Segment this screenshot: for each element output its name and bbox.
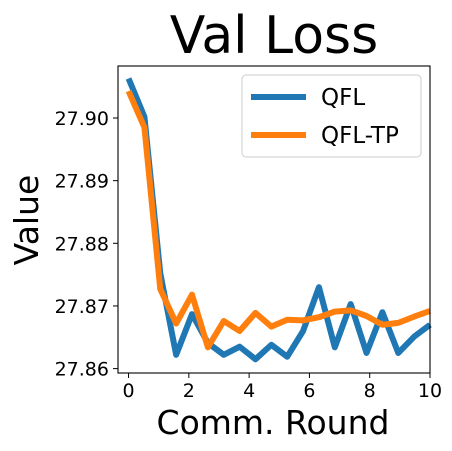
x-axis-ticks: 0 2 4 6 8 10 (123, 373, 442, 402)
x-axis-label: Comm. Round (157, 403, 390, 442)
series-line-qfl-tp (125, 89, 432, 351)
x-tick-label: 4 (243, 380, 255, 402)
x-tick-label: 0 (123, 380, 135, 402)
x-tick-label: 2 (183, 380, 195, 402)
legend-label-qfl-tp: QFL-TP (321, 123, 399, 149)
legend: QFL QFL-TP (241, 74, 422, 158)
y-tick-label: 27.87 (55, 296, 109, 318)
plot-lines (125, 77, 432, 363)
y-axis-label: Value (7, 175, 46, 266)
y-tick-label: 27.90 (55, 108, 109, 130)
series-line-qfl (125, 77, 432, 363)
y-axis-ticks: 27.86 27.87 27.88 27.89 27.90 (55, 108, 118, 381)
y-tick-label: 27.88 (55, 233, 109, 255)
x-tick-label: 8 (364, 380, 376, 402)
legend-label-qfl: QFL (321, 85, 365, 111)
y-tick-label: 27.89 (55, 171, 109, 193)
x-tick-label: 6 (303, 380, 315, 402)
plot-frame (117, 65, 431, 374)
chart-title: Val Loss (170, 6, 378, 66)
y-tick-label: 27.86 (55, 359, 109, 381)
x-tick-label: 10 (418, 380, 442, 402)
